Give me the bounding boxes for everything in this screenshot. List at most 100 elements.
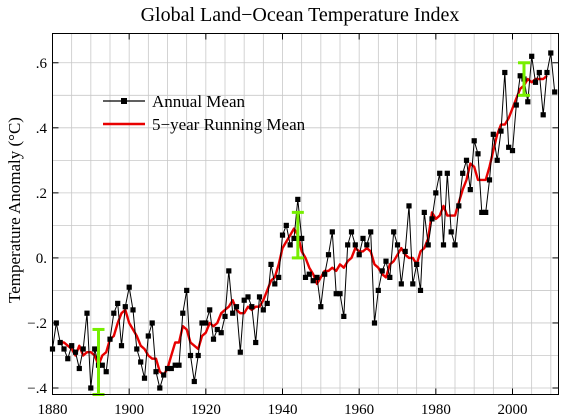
annual-mean-point [76, 365, 82, 372]
annual-mean-point [230, 310, 236, 316]
annual-mean-point [214, 326, 220, 333]
annual-mean-point [544, 69, 550, 76]
legend-running-label: 5−year Running Mean [152, 115, 306, 134]
annual-mean-point [115, 300, 121, 306]
annual-mean-point [126, 284, 132, 290]
legend-annual-marker [121, 98, 127, 104]
y-tick-label: .6 [36, 56, 48, 72]
annual-mean-point [329, 229, 335, 235]
annual-mean-point [107, 336, 113, 342]
annual-mean-point [172, 362, 178, 368]
annual-mean-point [164, 365, 171, 372]
y-tick-label: −.4 [27, 381, 47, 397]
annual-mean-point [184, 287, 190, 293]
annual-mean-point [299, 235, 305, 241]
annual-mean-point [302, 274, 309, 280]
x-tick-label: 1880 [38, 402, 68, 418]
annual-mean-point [498, 128, 504, 134]
annual-mean-point [180, 310, 186, 316]
legend-annual-label: Annual Mean [152, 92, 246, 111]
annual-mean-point [210, 336, 217, 342]
annual-mean-point [440, 242, 447, 248]
annual-mean-point [356, 252, 362, 258]
legend: Annual Mean 5−year Running Mean [103, 92, 306, 134]
annual-mean-point [506, 144, 512, 150]
annual-mean-point [272, 281, 278, 287]
annual-mean-point [168, 365, 174, 372]
annual-mean-point [460, 170, 466, 176]
x-tick-label: 1900 [114, 402, 144, 418]
annual-mean-point [398, 281, 404, 287]
annual-mean-point [509, 148, 516, 154]
y-tick-label: .4 [36, 121, 48, 137]
annual-mean-point [72, 349, 79, 355]
annual-mean-point [448, 229, 454, 235]
annual-mean-point [61, 346, 67, 352]
annual-mean-point [199, 320, 205, 326]
annual-mean-point [57, 339, 63, 346]
annual-mean-point [529, 53, 535, 59]
annual-mean-point [371, 320, 378, 326]
annual-mean-point [187, 352, 194, 359]
x-tick-label: 1980 [421, 402, 451, 418]
annual-mean-point [444, 170, 450, 176]
annual-mean-point [264, 300, 270, 306]
annual-mean-point [268, 261, 274, 267]
annual-mean-point [237, 349, 243, 355]
annual-mean-point [471, 138, 477, 144]
annual-mean-point [429, 216, 435, 222]
annual-mean-point [322, 271, 328, 277]
annual-mean-point [92, 346, 98, 352]
annual-mean-point [352, 242, 358, 248]
annual-mean-point [375, 287, 381, 293]
annual-mean-point [295, 196, 301, 202]
annual-mean-point [249, 304, 255, 310]
annual-mean-point [306, 271, 312, 277]
annual-mean-point [256, 294, 263, 300]
uncertainty-bars [92, 61, 530, 396]
annual-mean-point [360, 235, 366, 241]
annual-mean-point [348, 229, 355, 235]
annual-mean-point [410, 281, 416, 287]
annual-mean-point [176, 362, 182, 368]
annual-mean-point [341, 313, 347, 319]
plot-frame [52, 33, 559, 395]
annual-mean-point [141, 375, 148, 381]
annual-mean-point [291, 235, 297, 241]
annual-mean-point [552, 89, 558, 95]
annual-mean-point [456, 203, 462, 209]
annual-mean-point [310, 278, 316, 284]
annual-mean-point [138, 359, 144, 365]
annual-mean-point [368, 229, 374, 235]
annual-mean-point [467, 187, 473, 193]
y-axis-tick-labels: −.4 −.2 0. .2 .4 .6 [27, 56, 47, 397]
annual-mean-point [421, 209, 427, 215]
x-tick-label: 1960 [344, 402, 374, 418]
y-axis-label: Temperature Anomaly (°C) [5, 117, 24, 303]
annual-mean-point [475, 151, 481, 157]
annual-mean-point [513, 102, 519, 108]
annual-mean-point [222, 313, 228, 319]
annual-mean-point [414, 261, 420, 267]
annual-mean-point [103, 369, 109, 375]
annual-mean-point [517, 73, 523, 79]
annual-mean-point [153, 369, 159, 375]
annual-mean-point [203, 320, 209, 326]
annual-mean-point [65, 356, 71, 362]
annual-mean-point [276, 274, 282, 280]
annual-mean-point [379, 268, 385, 274]
x-tick-label: 1920 [191, 402, 221, 418]
annual-mean-point [245, 294, 251, 300]
annual-mean-point [122, 304, 128, 310]
annual-mean-point [130, 307, 136, 313]
annual-mean-point [417, 287, 424, 293]
annual-mean-point [502, 69, 508, 76]
annual-mean-point [383, 258, 389, 264]
annual-mean-point [394, 242, 401, 248]
annual-mean-point [406, 203, 412, 209]
annual-mean-point [241, 297, 247, 303]
annual-mean-point [134, 346, 140, 352]
annual-mean-point [337, 291, 343, 297]
annual-mean-point [157, 385, 163, 391]
annual-mean-line [52, 52, 556, 390]
